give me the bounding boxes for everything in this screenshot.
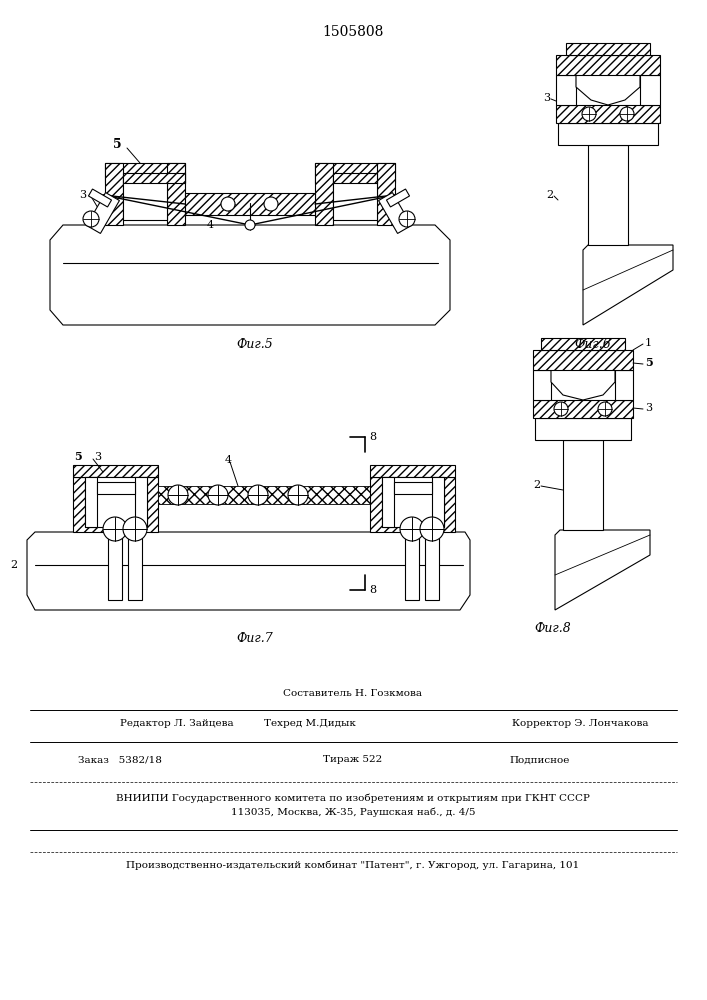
Circle shape: [582, 107, 596, 121]
Bar: [167, 163, 185, 225]
Bar: [558, 123, 658, 145]
Polygon shape: [88, 189, 112, 207]
Bar: [377, 163, 395, 225]
Bar: [158, 486, 370, 504]
Text: Корректор Э. Лончакова: Корректор Э. Лончакова: [512, 720, 648, 728]
Bar: [315, 163, 333, 225]
Text: Тираж 522: Тираж 522: [323, 756, 382, 764]
Bar: [105, 163, 185, 183]
Circle shape: [420, 517, 444, 541]
Text: 3: 3: [79, 190, 86, 200]
Bar: [135, 477, 147, 527]
Bar: [333, 173, 377, 183]
Text: 5: 5: [645, 358, 653, 368]
Text: Фиг.6: Фиг.6: [575, 338, 612, 352]
Bar: [588, 145, 628, 245]
Circle shape: [83, 211, 99, 227]
Bar: [382, 477, 394, 527]
Bar: [533, 400, 633, 418]
Bar: [85, 477, 147, 527]
Circle shape: [598, 402, 612, 416]
Polygon shape: [555, 530, 650, 610]
Circle shape: [245, 220, 255, 230]
Bar: [535, 418, 631, 440]
Bar: [370, 465, 455, 477]
Bar: [185, 193, 315, 215]
Bar: [432, 477, 444, 527]
Text: Заказ   5382/18: Заказ 5382/18: [78, 756, 162, 764]
Text: Фиг.8: Фиг.8: [534, 621, 571, 635]
Circle shape: [221, 197, 235, 211]
Text: 1505808: 1505808: [322, 25, 384, 39]
Bar: [97, 482, 135, 494]
Polygon shape: [387, 189, 409, 207]
Bar: [128, 532, 142, 600]
Polygon shape: [50, 225, 450, 325]
Text: Фиг.5: Фиг.5: [237, 338, 274, 352]
Bar: [85, 477, 97, 527]
Bar: [108, 532, 122, 600]
Bar: [123, 178, 167, 220]
Bar: [370, 477, 455, 532]
Bar: [533, 370, 551, 400]
Text: 113035, Москва, Ж-35, Раушская наб., д. 4/5: 113035, Москва, Ж-35, Раушская наб., д. …: [230, 807, 475, 817]
Bar: [615, 370, 633, 400]
Bar: [73, 477, 158, 532]
Polygon shape: [576, 75, 640, 105]
Bar: [556, 55, 660, 75]
Polygon shape: [27, 532, 470, 610]
Circle shape: [399, 211, 415, 227]
Bar: [556, 105, 660, 123]
Circle shape: [103, 517, 127, 541]
Circle shape: [168, 485, 188, 505]
Bar: [425, 532, 439, 600]
Bar: [541, 338, 625, 350]
Circle shape: [248, 485, 268, 505]
Text: 1: 1: [645, 338, 652, 348]
Polygon shape: [551, 370, 615, 400]
Text: 5: 5: [112, 138, 122, 151]
Text: 5: 5: [74, 452, 82, 462]
Bar: [640, 75, 660, 105]
Text: 3: 3: [543, 93, 550, 103]
Bar: [333, 178, 377, 220]
Circle shape: [208, 485, 228, 505]
Text: Составитель Н. Гозкмова: Составитель Н. Гозкмова: [284, 690, 423, 698]
Bar: [394, 482, 432, 494]
Polygon shape: [86, 193, 119, 233]
Polygon shape: [583, 245, 673, 325]
Text: 4: 4: [206, 220, 214, 230]
Bar: [123, 173, 185, 183]
Bar: [533, 350, 633, 370]
Bar: [105, 163, 123, 225]
Text: Редактор Л. Зайцева: Редактор Л. Зайцева: [120, 720, 233, 728]
Bar: [405, 532, 419, 600]
Text: 2: 2: [10, 560, 17, 570]
Text: Производственно-издательский комбинат "Патент", г. Ужгород, ул. Гагарина, 101: Производственно-издательский комбинат "П…: [127, 860, 580, 870]
Text: 3: 3: [645, 403, 652, 413]
Bar: [315, 163, 395, 183]
Text: Подписное: Подписное: [510, 756, 570, 764]
Text: 2: 2: [546, 190, 553, 200]
Text: 4: 4: [224, 455, 232, 465]
Text: Фиг.7: Фиг.7: [237, 632, 274, 645]
Bar: [563, 440, 603, 530]
Circle shape: [554, 402, 568, 416]
Text: Техред М.Дидык: Техред М.Дидык: [264, 720, 356, 728]
Circle shape: [400, 517, 424, 541]
Circle shape: [123, 517, 147, 541]
Circle shape: [264, 197, 278, 211]
Bar: [382, 477, 444, 527]
Text: 3: 3: [95, 452, 102, 462]
Text: 2: 2: [533, 480, 540, 490]
Circle shape: [288, 485, 308, 505]
Bar: [556, 75, 576, 105]
Text: ВНИИПИ Государственного комитета по изобретениям и открытиям при ГКНТ СССР: ВНИИПИ Государственного комитета по изоб…: [116, 793, 590, 803]
Bar: [73, 465, 158, 477]
Text: 8: 8: [370, 585, 377, 595]
Polygon shape: [378, 193, 411, 233]
Bar: [566, 43, 650, 55]
Circle shape: [620, 107, 634, 121]
Text: 8: 8: [370, 432, 377, 442]
